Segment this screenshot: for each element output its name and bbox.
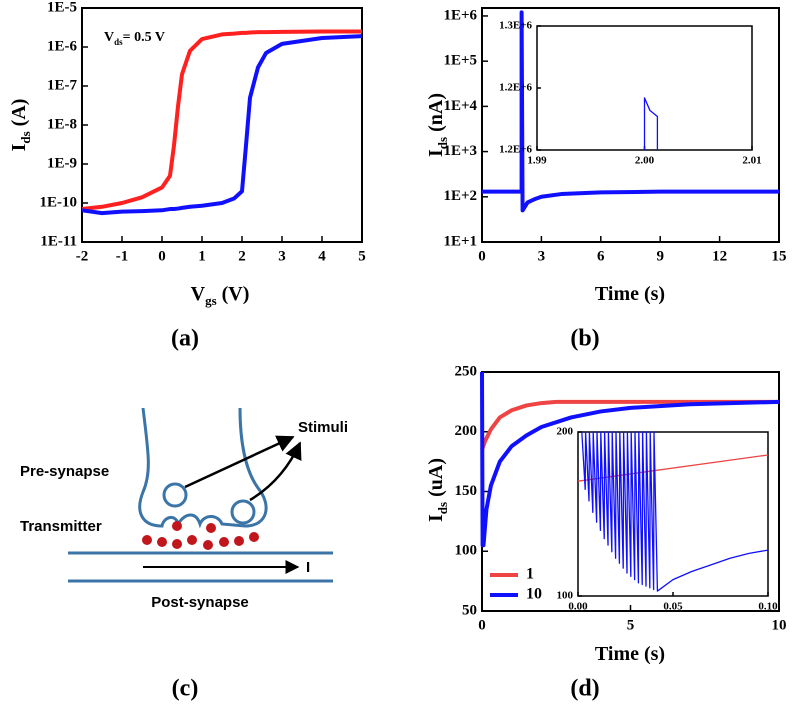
y-tick-label: 100	[455, 543, 478, 559]
legend-label: 10	[526, 586, 542, 603]
y-tick-label: 1E-7	[47, 77, 78, 93]
vesicle	[230, 499, 256, 525]
synapse-diagram: Stimuli Pre-synapse Transmitter I Post-s…	[20, 407, 348, 611]
x-tick-label: 0	[158, 248, 166, 264]
y-tick-label: 100	[557, 590, 574, 602]
y-tick-label: 1E+3	[443, 143, 477, 159]
x-axis-title: Time (s)	[595, 283, 665, 305]
y-tick-label: 1E+5	[443, 53, 477, 69]
x-tick-label: 15	[772, 248, 787, 264]
transmitter-label: Transmitter	[20, 518, 102, 535]
y-tick-label: 1E-9	[47, 155, 77, 171]
y-tick-label: 1E+6	[443, 7, 477, 23]
x-tick-label: 2.01	[742, 155, 761, 167]
x-tick-label: -1	[116, 248, 129, 264]
y-tick-label: 1E+4	[443, 98, 477, 114]
y-tick-label: 1E+2	[443, 188, 477, 204]
y-axis-title-part: ds	[435, 502, 450, 514]
y-axis-title: Ids (uA)	[425, 458, 451, 522]
legend-label: 1	[526, 566, 534, 583]
y-tick-label: 1.2E+6	[499, 82, 532, 94]
y-axis-title-part: I	[425, 149, 447, 157]
x-tick-label: 0.00	[568, 601, 588, 613]
pre-synapse-label: Pre-synapse	[20, 463, 109, 480]
y-tick-label: 250	[455, 363, 478, 379]
y-tick-label: 200	[455, 423, 478, 439]
y-axis-title-part: I	[425, 514, 447, 522]
y-tick-label: 150	[455, 483, 478, 499]
y-tick-label: 1E-11	[40, 233, 77, 249]
panel-label: (a)	[171, 326, 199, 352]
annotation: Vds= 0.5 V	[104, 30, 165, 47]
x-tick-label: 3	[538, 248, 546, 264]
data-line	[81, 34, 363, 216]
y-axis-title-part: (A)	[8, 99, 30, 132]
x-tick-label: 1	[198, 248, 206, 264]
data-line	[643, 97, 659, 150]
y-axis-title: Ids (A)	[8, 99, 34, 152]
y-tick-label: 50	[462, 602, 477, 618]
x-tick-label: -2	[76, 248, 89, 264]
data-line	[480, 371, 780, 548]
x-tick-label: 3	[278, 248, 286, 264]
x-axis-title-part: gs	[205, 293, 217, 308]
x-tick-label: 0.10	[758, 601, 778, 613]
y-axis-title-part: ds	[435, 137, 450, 149]
x-tick-label: 0	[478, 248, 486, 264]
current-label: I	[306, 559, 310, 576]
y-tick-label: 1.2E+6	[499, 144, 532, 156]
pre-synapse-shape	[138, 407, 268, 529]
data-line	[81, 29, 362, 212]
transmitter-dots	[142, 521, 259, 550]
y-tick-label: 1E-10	[40, 194, 78, 210]
annotation-part: V	[104, 30, 114, 45]
data-line	[482, 10, 779, 213]
y-tick-label: 1E-6	[47, 38, 78, 54]
x-tick-label: 1.99	[527, 155, 547, 167]
x-axis-title-part: (V)	[217, 283, 250, 305]
x-tick-label: 5	[627, 617, 635, 633]
stimulus-arrow	[184, 435, 295, 489]
y-tick-label: 1E+1	[443, 233, 477, 249]
panel-label: (d)	[570, 676, 599, 702]
annotation-part: = 0.5 V	[123, 30, 165, 45]
y-tick-label: 1E-5	[47, 0, 77, 15]
y-axis-title: Ids (nA)	[425, 93, 451, 157]
x-axis-title-part: V	[191, 283, 206, 305]
x-axis-title-part: Time (s)	[595, 643, 665, 665]
data-line	[581, 431, 769, 592]
x-tick-label: 4	[318, 248, 326, 264]
panel-label: (b)	[570, 326, 599, 352]
y-axis-title-part: (nA)	[425, 93, 447, 137]
y-axis-title-part: ds	[18, 131, 33, 143]
x-tick-label: 2.00	[635, 155, 655, 167]
post-synapse-label: Post-synapse	[151, 594, 249, 611]
x-axis-title-part: Time (s)	[595, 283, 665, 305]
x-tick-label: 0	[478, 617, 486, 633]
y-tick-label: 1.3E+6	[499, 20, 532, 32]
x-tick-label: 0.05	[663, 601, 683, 613]
stimuli-label: Stimuli	[298, 419, 348, 436]
x-tick-label: 6	[597, 248, 605, 264]
data-line	[480, 399, 779, 451]
y-axis-title-part: (uA)	[425, 458, 447, 502]
annotation-part: ds	[114, 37, 123, 47]
x-axis-title: Vgs (V)	[191, 283, 250, 309]
vesicle	[162, 482, 188, 508]
stimulus-arrow	[249, 441, 302, 502]
x-tick-label: 9	[656, 248, 664, 264]
x-axis-title: Time (s)	[595, 643, 665, 665]
panel-label: (c)	[172, 676, 199, 702]
y-axis-title-part: I	[8, 143, 30, 151]
x-tick-label: 10	[772, 617, 787, 633]
x-tick-label: 5	[358, 248, 366, 264]
y-tick-label: 1E-8	[47, 116, 77, 132]
x-tick-label: 12	[712, 248, 727, 264]
x-tick-label: 2	[238, 248, 246, 264]
y-tick-label: 200	[557, 426, 574, 438]
